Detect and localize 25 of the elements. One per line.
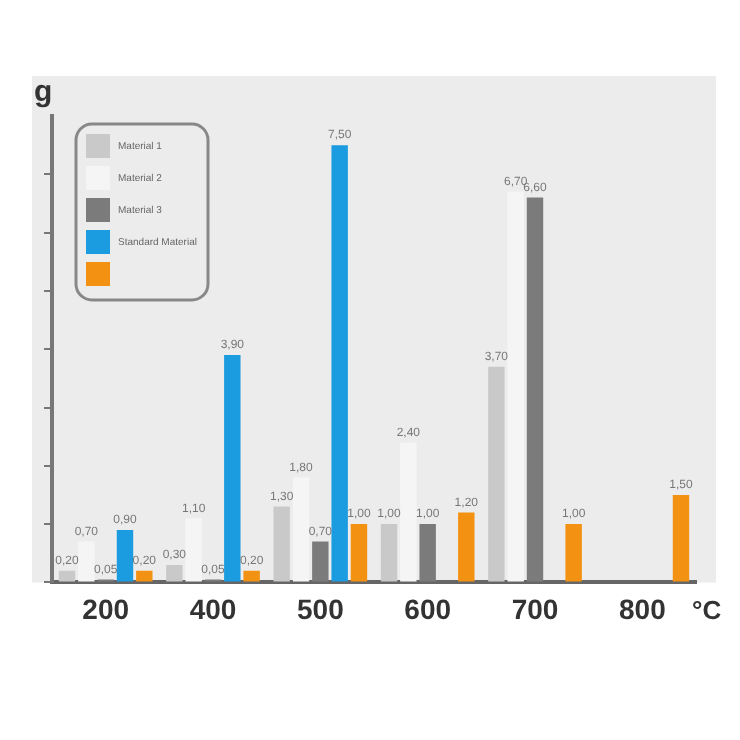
bar xyxy=(243,570,260,582)
bar xyxy=(224,355,241,582)
bar xyxy=(419,524,436,582)
bar xyxy=(166,564,183,582)
x-tick-label: 800 xyxy=(618,592,667,625)
bar xyxy=(273,506,290,582)
bar xyxy=(136,570,153,582)
bar xyxy=(58,570,76,582)
bar xyxy=(458,512,475,582)
bar xyxy=(350,524,368,582)
x-tick-label: 600 xyxy=(404,592,452,625)
x-tick-label: 400 xyxy=(189,592,237,625)
x-axis-title: °C xyxy=(692,594,723,625)
y-axis-title: g xyxy=(34,75,53,110)
bar xyxy=(526,197,544,582)
bar xyxy=(116,529,134,582)
bar xyxy=(565,524,582,582)
x-tick-label: 700 xyxy=(511,592,559,625)
bar xyxy=(331,145,348,582)
bar xyxy=(312,541,329,582)
bar xyxy=(380,524,398,582)
x-tick-label: 500 xyxy=(296,592,345,625)
bar xyxy=(672,494,690,582)
x-tick-label: 200 xyxy=(82,592,130,625)
bar xyxy=(488,366,505,582)
